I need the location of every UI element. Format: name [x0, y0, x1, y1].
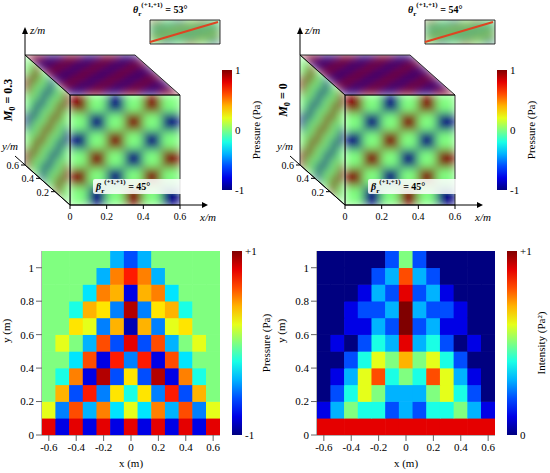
svg-text:0.8: 0.8	[20, 295, 34, 307]
svg-text:0.2: 0.2	[152, 441, 166, 453]
svg-text:M0 = 0.3: M0 = 0.3	[1, 79, 17, 123]
svg-text:y (m): y (m)	[275, 319, 288, 343]
svg-text:x (m): x (m)	[119, 457, 143, 470]
svg-text:0: 0	[343, 211, 348, 222]
svg-text:0.2: 0.2	[375, 211, 388, 222]
svg-text:θr(+1,+1) = 53°: θr(+1,+1) = 53°	[133, 1, 187, 18]
svg-text:-1: -1	[510, 184, 519, 196]
svg-text:0.2: 0.2	[20, 395, 34, 407]
svg-text:+1: +1	[245, 245, 257, 257]
svg-text:0.6: 0.6	[295, 329, 309, 341]
svg-text:0.2: 0.2	[295, 395, 309, 407]
svg-text:z/m: z/m	[29, 24, 45, 36]
svg-text:-0.6: -0.6	[40, 441, 58, 453]
svg-text:0: 0	[29, 429, 35, 441]
svg-text:-0.4: -0.4	[68, 441, 86, 453]
svg-text:-0.4: -0.4	[343, 441, 361, 453]
svg-text:0.4: 0.4	[20, 362, 34, 374]
svg-text:0.6: 0.6	[206, 441, 220, 453]
svg-text:0.4: 0.4	[295, 362, 309, 374]
svg-text:0.4: 0.4	[297, 173, 310, 184]
svg-text:-0.2: -0.2	[95, 441, 112, 453]
svg-text:βr(+1,+1) = 45°: βr(+1,+1) = 45°	[370, 178, 425, 195]
svg-text:Intensity (Pa²): Intensity (Pa²)	[535, 311, 548, 374]
svg-text:0.2: 0.2	[312, 187, 325, 198]
svg-text:0.6: 0.6	[20, 329, 34, 341]
svg-text:Pressure (Pa): Pressure (Pa)	[250, 100, 263, 159]
svg-text:0.6: 0.6	[174, 211, 187, 222]
svg-text:0.6: 0.6	[7, 160, 20, 171]
svg-text:+1: +1	[520, 245, 532, 257]
svg-text:y/m: y/m	[276, 140, 293, 152]
svg-text:0: 0	[510, 124, 516, 136]
svg-text:0: 0	[403, 441, 409, 453]
svg-text:1: 1	[304, 262, 310, 274]
svg-text:0.4: 0.4	[412, 211, 425, 222]
svg-text:0: 0	[520, 429, 526, 441]
svg-text:-0.2: -0.2	[370, 441, 387, 453]
svg-text:-1: -1	[235, 184, 244, 196]
svg-text:M0 = 0: M0 = 0	[276, 83, 292, 118]
svg-text:x/m: x/m	[199, 211, 216, 223]
svg-text:Pressure (Pa): Pressure (Pa)	[525, 100, 538, 159]
svg-text:0.8: 0.8	[295, 295, 309, 307]
svg-text:1: 1	[510, 64, 516, 76]
svg-text:0.2: 0.2	[37, 187, 50, 198]
svg-text:0: 0	[68, 211, 73, 222]
svg-text:0: 0	[128, 441, 134, 453]
svg-text:0.6: 0.6	[282, 160, 295, 171]
svg-text:x (m): x (m)	[394, 457, 418, 470]
svg-text:0.4: 0.4	[22, 173, 35, 184]
svg-text:-1: -1	[245, 429, 254, 441]
svg-text:0.4: 0.4	[454, 441, 468, 453]
svg-text:x/m: x/m	[474, 211, 491, 223]
svg-text:0.6: 0.6	[481, 441, 495, 453]
svg-text:0: 0	[304, 429, 310, 441]
svg-text:0.2: 0.2	[100, 211, 113, 222]
svg-text:θr(+1,+1) = 54°: θr(+1,+1) = 54°	[408, 1, 462, 18]
svg-text:-0.6: -0.6	[315, 441, 333, 453]
svg-text:1: 1	[29, 262, 35, 274]
svg-text:0.4: 0.4	[179, 441, 193, 453]
svg-text:z/m: z/m	[304, 24, 320, 36]
svg-text:0.4: 0.4	[137, 211, 150, 222]
svg-text:1: 1	[235, 64, 241, 76]
svg-text:0.6: 0.6	[449, 211, 462, 222]
svg-text:0.2: 0.2	[427, 441, 441, 453]
svg-text:y/m: y/m	[1, 140, 18, 152]
svg-text:y (m): y (m)	[0, 319, 13, 343]
svg-text:Pressure (Pa): Pressure (Pa)	[260, 313, 273, 372]
svg-text:βr(+1,+1) = 45°: βr(+1,+1) = 45°	[95, 178, 150, 195]
svg-text:0: 0	[235, 124, 241, 136]
